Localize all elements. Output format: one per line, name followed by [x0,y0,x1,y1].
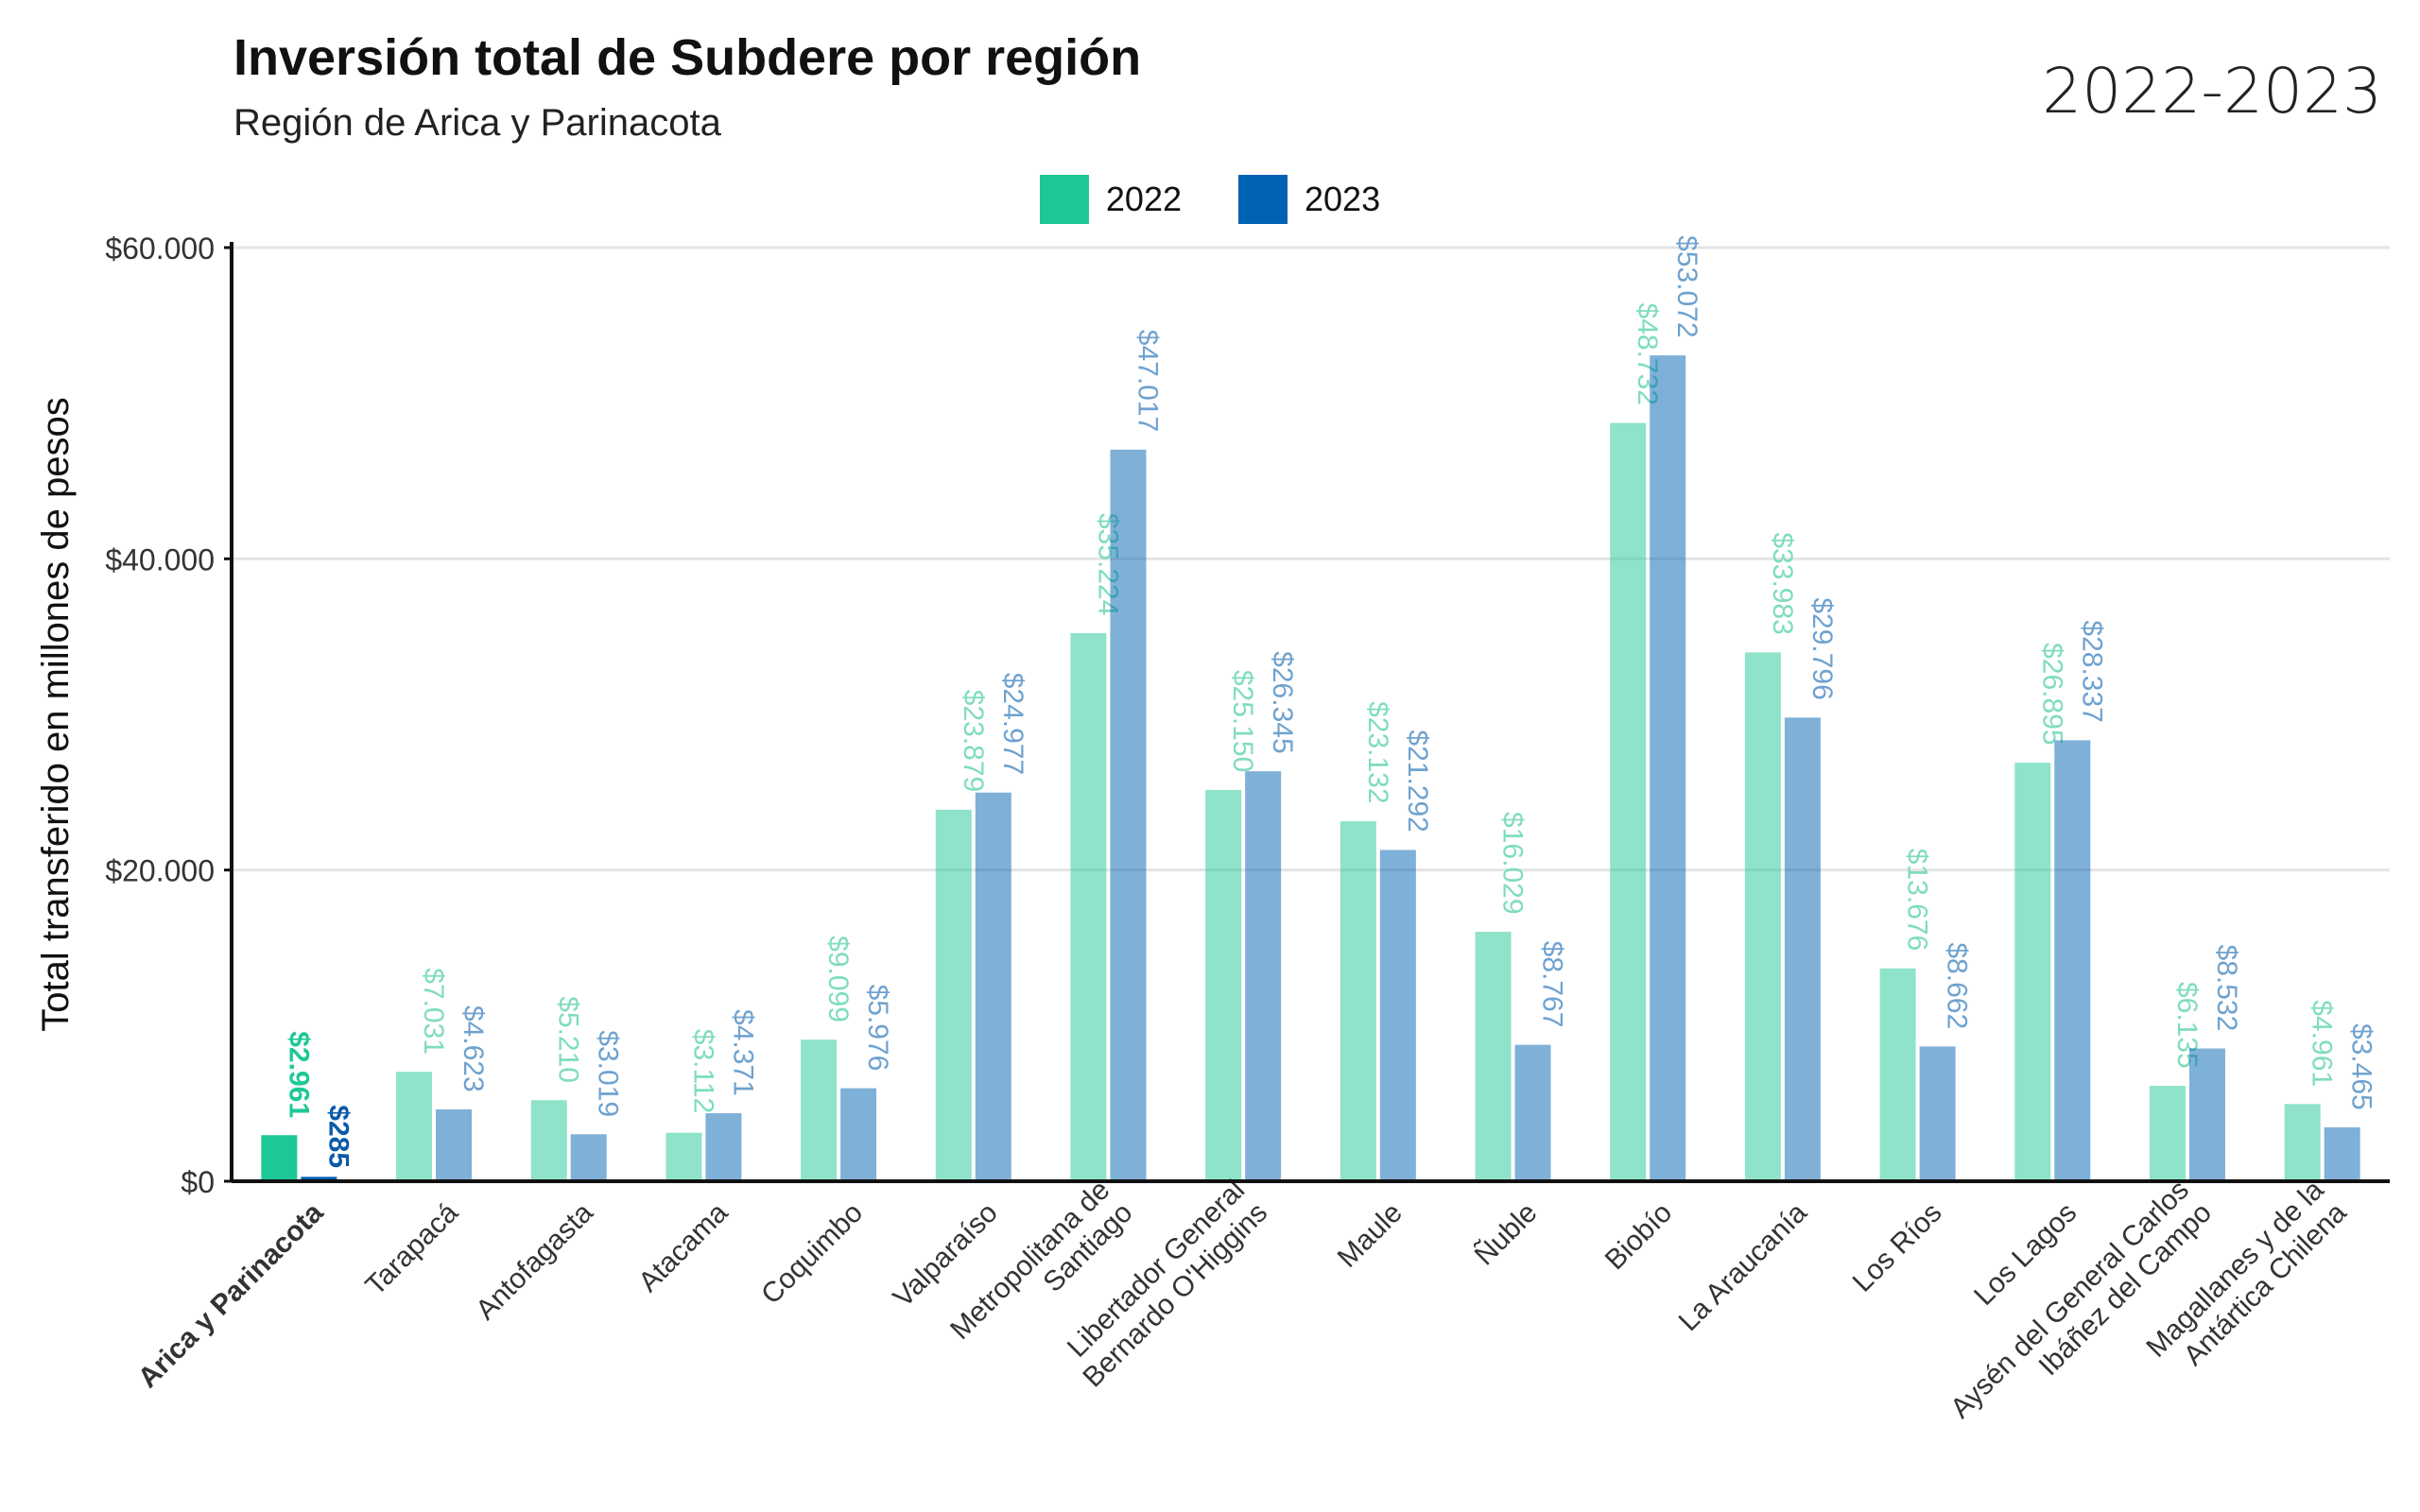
chart-subtitle: Región de Arica y Parinacota [233,102,721,144]
data-label: $285 [322,1105,354,1168]
bar [396,1072,433,1181]
x-tick-label: La Araucanía [1673,1196,1814,1337]
x-tick-label-line: Coquimbo [755,1197,869,1311]
bar [436,1108,473,1181]
legend-label-2022: 2022 [1105,180,1182,218]
x-tick-label: Ñuble [1468,1196,1543,1271]
x-tick-label: Arica y Parinacota [132,1196,330,1394]
period-label: 2022-2023 [2042,55,2382,128]
data-label: $4.623 [458,1005,489,1092]
x-tick-label: Tarapacá [359,1196,464,1301]
bar [1379,850,1416,1181]
x-tick-label-line: Biobío [1599,1197,1678,1276]
x-tick-label: Antofagasta [470,1196,599,1326]
bar [666,1132,702,1181]
data-label: $53.072 [1671,235,1703,337]
data-label: $4.961 [2307,1000,2338,1087]
x-tick-label-line: Arica y Parinacota [132,1196,330,1394]
data-label: $7.031 [418,968,449,1055]
data-label: $5.976 [862,985,893,1072]
x-tick-label: Coquimbo [755,1197,869,1311]
data-label: $26.345 [1267,651,1298,753]
data-label: $23.132 [1362,701,1393,803]
x-tick-label-line: Ñuble [1468,1196,1543,1271]
bar [1340,821,1376,1181]
data-label: $3.112 [687,1029,718,1114]
data-label: $8.532 [2211,945,2242,1032]
bar [705,1113,742,1181]
legend-label-2023: 2023 [1305,180,1381,218]
bar [1879,968,1916,1181]
data-label: $29.796 [1806,597,1838,699]
x-tick-label-line: Atacama [632,1196,734,1297]
bar [1650,355,1686,1181]
data-label: $25.150 [1227,670,1258,772]
legend-item-2023: 2023 [1238,175,1380,224]
legend-swatch-2023 [1238,175,1288,224]
x-tick-label-line: Maule [1332,1197,1409,1274]
data-label: $24.977 [997,673,1028,775]
bar [840,1088,877,1181]
x-tick-label-line: La Araucanía [1673,1196,1814,1337]
data-label: $3.019 [593,1030,624,1117]
bar [2054,740,2091,1181]
bar [1070,632,1107,1181]
y-tick-label: $40.000 [105,542,215,576]
x-tick-label-line: Tarapacá [359,1196,464,1301]
bar [1205,789,1242,1181]
bar [301,1177,337,1181]
bar [2188,1048,2225,1181]
bar [1110,449,1147,1181]
data-label: $3.465 [2346,1023,2377,1110]
data-label: $28.337 [2076,620,2107,722]
data-label: $9.099 [822,936,854,1022]
bar [1475,932,1512,1181]
x-tick-label: Maule [1332,1197,1409,1274]
bar [261,1135,298,1181]
x-tick-label: Biobío [1599,1197,1678,1276]
x-tick-label-line: Los Ríos [1847,1197,1948,1298]
x-tick-label: Los Ríos [1847,1197,1948,1298]
bar [2284,1104,2321,1181]
bar [2014,763,2051,1181]
bar [1514,1044,1551,1181]
data-label: $33.983 [1767,532,1798,634]
y-tick-label: $20.000 [105,854,215,888]
bar [935,809,972,1181]
bar [801,1040,838,1181]
bar [2324,1126,2360,1181]
bar [1919,1046,1956,1181]
bar [2149,1085,2186,1181]
y-tick-label: $0 [181,1165,215,1199]
data-label: $4.371 [727,1009,758,1096]
bar [1245,771,1282,1181]
data-label: $2.961 [283,1031,314,1118]
legend-item-2022: 2022 [1039,175,1182,224]
data-label: $8.767 [1537,941,1568,1028]
data-label: $21.292 [1402,730,1433,832]
x-tick-label-line: Antofagasta [470,1196,599,1326]
data-label: $16.029 [1497,812,1529,914]
bar [530,1100,567,1181]
y-tick-label: $60.000 [105,232,215,266]
bar [975,792,1011,1181]
data-label: $23.879 [958,690,989,792]
chart-title: Inversión total de Subdere por región [233,29,1142,86]
data-label: $5.210 [553,996,584,1083]
x-tick-label: Atacama [632,1196,734,1297]
legend-swatch-2022 [1039,175,1089,224]
data-label: $13.676 [1902,849,1933,951]
data-label: $8.662 [1942,942,1973,1029]
legend: 2022 2023 [0,175,2420,224]
bar [1610,422,1647,1181]
data-label: $26.895 [2036,643,2067,745]
data-label: $47.017 [1132,330,1163,432]
bar [1744,652,1781,1181]
bar [570,1134,607,1181]
bar [1784,717,1821,1181]
y-axis-title: Total transferido en millones de pesos [35,397,77,1031]
